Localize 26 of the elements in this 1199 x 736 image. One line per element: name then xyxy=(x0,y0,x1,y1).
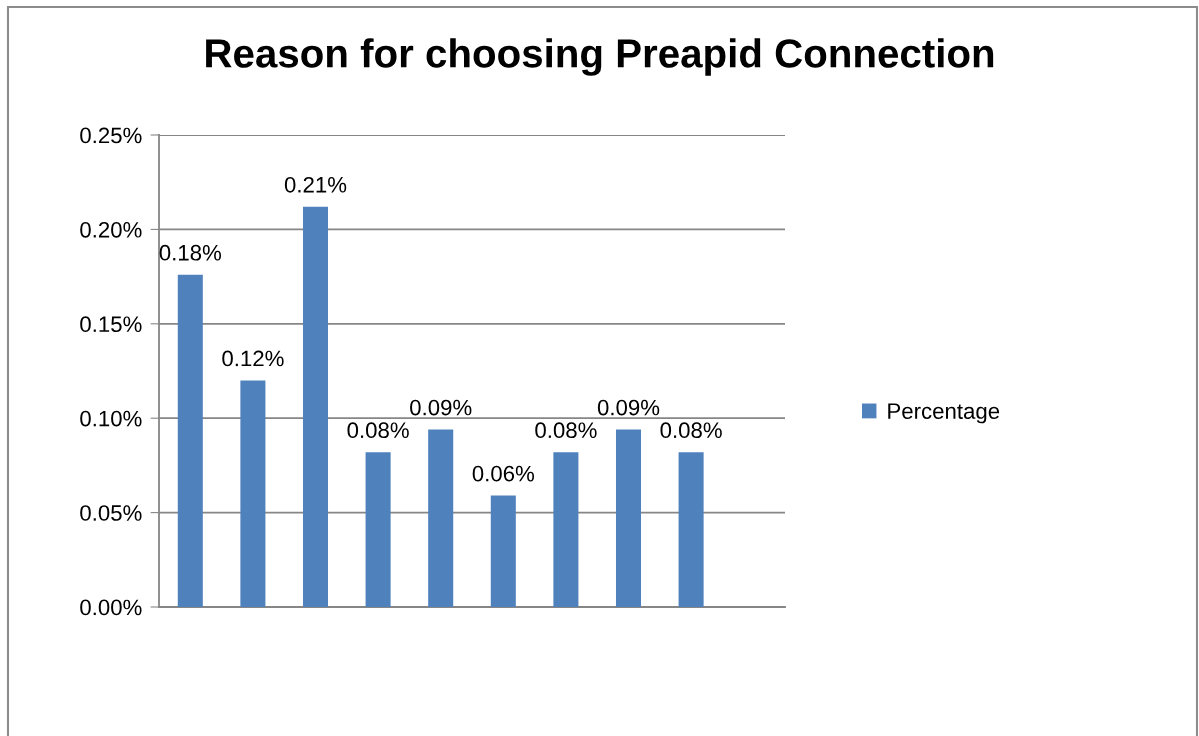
bar xyxy=(553,452,579,607)
bar xyxy=(302,206,329,607)
bar xyxy=(428,429,454,607)
y-tick-label: 0.00% xyxy=(80,599,142,616)
legend-label: Percentage xyxy=(888,403,1000,424)
bar xyxy=(490,495,516,607)
data-label: 0.12% xyxy=(222,350,284,367)
bar xyxy=(240,380,266,607)
y-tick-label: 0.20% xyxy=(80,221,142,238)
data-label: 0.08% xyxy=(535,422,597,439)
bar xyxy=(177,274,203,607)
bar xyxy=(365,452,391,607)
y-tick-label: 0.10% xyxy=(80,410,142,427)
y-tick-label: 0.05% xyxy=(80,505,142,521)
chart-title: Reason for choosing Preapid Connection xyxy=(206,38,994,76)
bar xyxy=(615,429,642,607)
bar xyxy=(678,452,704,607)
y-tick-label: 0.15% xyxy=(80,316,142,333)
data-label: 0.06% xyxy=(472,465,535,482)
data-label: 0.21% xyxy=(284,176,347,193)
data-label: 0.09% xyxy=(597,399,660,416)
data-label: 0.18% xyxy=(159,244,222,261)
data-label: 0.09% xyxy=(410,399,472,416)
data-label: 0.08% xyxy=(660,422,722,439)
data-label: 0.08% xyxy=(347,422,409,439)
y-tick-label: 0.25% xyxy=(80,127,142,144)
